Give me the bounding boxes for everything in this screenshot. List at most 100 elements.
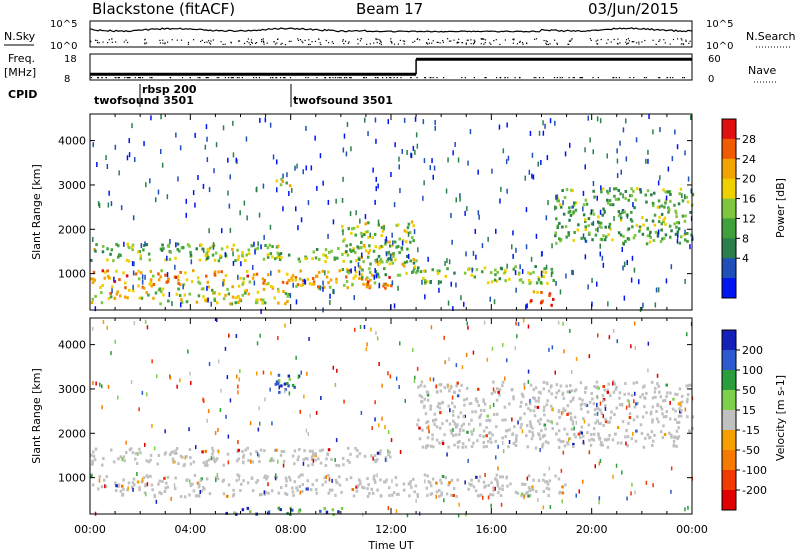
power-cell — [370, 273, 374, 277]
nsearch-point — [299, 39, 302, 41]
power-cell — [657, 287, 660, 293]
power-cell — [349, 260, 353, 264]
nave-point — [669, 77, 671, 79]
power-cell — [512, 253, 514, 259]
power-cell — [518, 271, 521, 275]
power-cell — [367, 235, 370, 239]
power-cell — [324, 248, 328, 252]
velocity-cell — [262, 370, 265, 375]
velocity-cell — [502, 342, 504, 347]
nsearch-point — [159, 42, 161, 44]
velocity-cell — [662, 424, 665, 428]
nsearch-point — [230, 41, 232, 43]
nsearch-point — [320, 43, 322, 46]
velocity-cell — [520, 494, 523, 498]
nsearch-point — [465, 42, 467, 44]
velocity-cell — [568, 390, 571, 394]
velocity-cell — [376, 473, 378, 478]
power-cell — [565, 188, 569, 192]
power-cell — [511, 244, 513, 250]
nsearch-point — [162, 42, 164, 44]
power-cell — [305, 165, 307, 171]
power-cell — [401, 262, 404, 266]
velocity-cell — [527, 379, 530, 384]
velocity-cell — [562, 440, 565, 443]
velocity-cell — [293, 480, 296, 484]
velocity-cell — [537, 390, 541, 394]
power-cell — [431, 158, 433, 164]
velocity-cell — [420, 380, 424, 384]
power-cell — [675, 211, 678, 215]
power-cell — [622, 193, 624, 199]
power-cell — [142, 248, 145, 252]
nave-point — [464, 77, 466, 79]
velocity-cell — [161, 479, 164, 483]
velocity-cell — [660, 407, 664, 411]
power-cell — [256, 186, 258, 192]
colorbar-tick-label: 12 — [742, 212, 756, 225]
power-cell — [597, 227, 599, 233]
power-cell — [319, 153, 322, 159]
power-cell — [322, 280, 324, 286]
velocity-cell — [173, 451, 177, 455]
velocity-cell — [601, 399, 605, 403]
velocity-cell — [438, 383, 442, 387]
nsearch-point — [176, 39, 178, 41]
velocity-cell — [416, 495, 420, 499]
velocity-cell — [677, 426, 680, 430]
power-cell — [467, 268, 470, 272]
power-cell — [385, 236, 388, 242]
power-cell — [385, 251, 388, 257]
power-cell — [155, 197, 157, 203]
velocity-cell — [216, 473, 219, 477]
velocity-cell — [650, 380, 654, 384]
power-cell — [417, 266, 420, 270]
velocity-cell — [188, 493, 191, 497]
power-cell — [636, 187, 639, 191]
power-cell — [528, 282, 531, 286]
velocity-cell — [604, 406, 607, 411]
power-cell — [403, 229, 407, 233]
power-cell — [266, 253, 270, 257]
velocity-cell — [91, 483, 95, 487]
velocity-cell — [324, 464, 328, 467]
nave-point — [572, 77, 574, 79]
velocity-cell — [427, 425, 430, 430]
velocity-cell — [532, 409, 536, 413]
nsearch-point — [627, 38, 629, 40]
power-cell — [227, 190, 229, 196]
velocity-cell — [440, 493, 443, 497]
velocity-cell — [537, 419, 540, 423]
velocity-cell — [259, 421, 261, 426]
power-cell — [132, 284, 134, 290]
power-cell — [354, 251, 357, 255]
velocity-cell — [671, 407, 675, 411]
power-cell — [364, 214, 367, 220]
nave-point — [307, 77, 309, 79]
power-cell — [498, 277, 502, 281]
power-cell — [599, 243, 601, 249]
velocity-cell — [597, 433, 600, 437]
power-cell — [536, 290, 539, 294]
velocity-cell — [485, 445, 488, 448]
power-cell — [177, 176, 179, 182]
nave-tick-bottom: 0 — [708, 74, 714, 85]
velocity-cell — [244, 448, 247, 452]
nsearch-point — [481, 38, 483, 40]
power-cell — [495, 279, 499, 283]
velocity-cell — [297, 374, 300, 379]
nsearch-point — [94, 39, 97, 41]
y-tick-label: 3000 — [58, 383, 86, 396]
power-cell — [206, 253, 209, 257]
velocity-cell — [515, 434, 518, 438]
velocity-cell — [492, 387, 495, 392]
velocity-cell — [426, 436, 430, 440]
velocity-cell — [337, 464, 341, 468]
x-tick-label: 20:00 — [576, 523, 608, 536]
velocity-cell — [233, 511, 236, 515]
velocity-cell — [438, 406, 442, 410]
velocity-cell — [146, 392, 148, 397]
velocity-cell — [239, 369, 241, 374]
velocity-cell — [374, 417, 376, 422]
velocity-cell — [354, 447, 357, 450]
